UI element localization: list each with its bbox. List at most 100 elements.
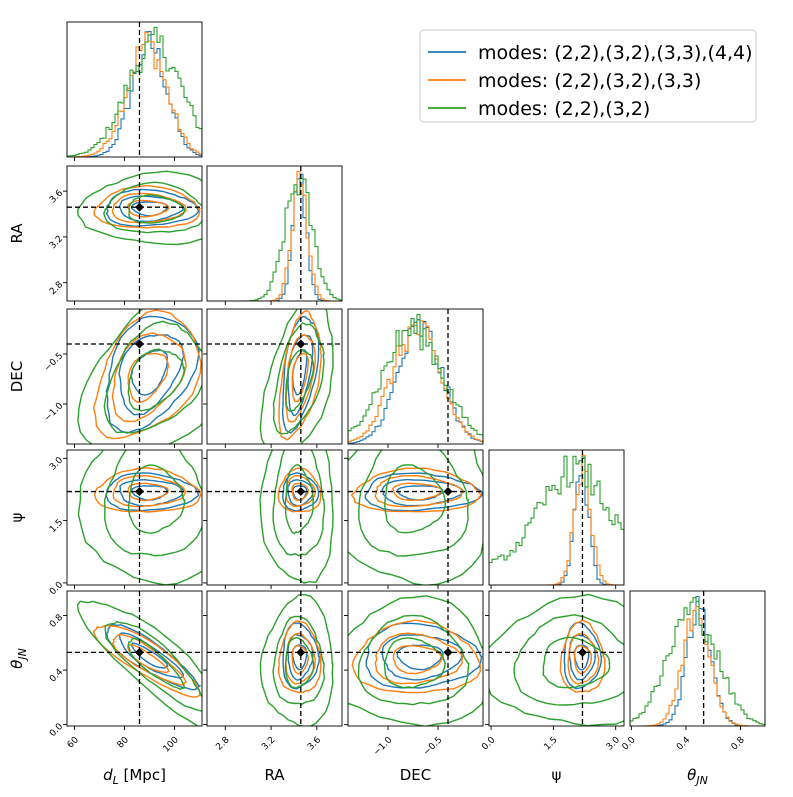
hist-series-0: [67, 31, 202, 157]
panel-frame: [206, 449, 343, 586]
panel-frame: [66, 21, 203, 158]
x-axis-label-RA: RA: [264, 766, 285, 784]
panel-content: [348, 309, 483, 444]
contour-series-2: [103, 181, 202, 234]
hist-series-2: [348, 313, 483, 444]
contour-series-0: [119, 478, 185, 507]
panel-frame: [629, 590, 766, 727]
y-tick-label: 0.0: [48, 722, 65, 739]
panel-content: [67, 22, 202, 157]
contour-series-2: [77, 450, 202, 585]
contour-series-1: [573, 644, 593, 675]
truth-marker: [296, 487, 306, 497]
panel-DEC-theta: −1.0 −0.5: [344, 590, 484, 758]
x-axis-label-dL: dL [Mpc]: [103, 766, 166, 787]
plot-panels: 2.83.23.6−1.0−0.50.01.53.060 80 1000.00.40…: [43, 21, 766, 758]
contour-series-1: [277, 620, 322, 694]
hist-series-1: [348, 320, 483, 444]
panel-DEC-psi: [344, 449, 484, 589]
y-tick-label: 0.4: [48, 667, 65, 684]
panel-content: [348, 591, 483, 726]
contour-series-2: [358, 450, 469, 557]
contour-series-1: [111, 192, 188, 224]
hist-series-1: [67, 31, 202, 157]
contour-series-1: [291, 482, 310, 501]
x-axis-label-theta: θJN: [687, 766, 708, 787]
contour-series-1: [291, 352, 310, 403]
y-tick-label: 3.0: [48, 455, 65, 472]
panel-content: [207, 309, 342, 444]
contour-series-1: [278, 309, 323, 441]
panel-frame: [347, 308, 484, 445]
panel-content: [67, 450, 202, 585]
panel-frame: [206, 165, 343, 302]
contour-series-1: [291, 645, 310, 675]
contour-series-2: [542, 636, 611, 689]
hist-series-0: [630, 595, 765, 726]
contour-series-2: [76, 600, 202, 726]
hist-series-1: [207, 170, 342, 301]
contour-series-1: [126, 643, 171, 674]
contour-series-0: [292, 644, 308, 671]
x-tick-label: −1.0: [372, 735, 395, 758]
contour-series-2: [284, 349, 315, 412]
contour-series-0: [286, 479, 314, 507]
panel-dL-theta: 60 80 100 0.0 0.4 0.8: [48, 590, 203, 755]
contour-series-2: [284, 464, 315, 535]
panel-content: [348, 450, 483, 585]
hist-panel-theta: 0.0 0.4 0.8: [621, 590, 766, 752]
truth-marker: [135, 487, 144, 497]
panel-content: [67, 309, 202, 444]
y-tick-label: 1.5: [48, 518, 65, 535]
x-tick-label: 0.0: [621, 735, 638, 752]
legend-entry: modes: (2,2),(3,2),(3,3),(4,4): [478, 42, 753, 64]
contour-series-1: [92, 624, 201, 698]
hist-series-2: [489, 455, 624, 585]
contour-series-1: [112, 475, 188, 508]
y-tick-label: 0.0: [48, 580, 65, 597]
truth-marker: [135, 339, 144, 349]
contour-series-1: [127, 199, 170, 218]
x-axis-label-DEC: DEC: [400, 766, 432, 784]
contour-series-0: [282, 472, 320, 512]
contour-series-2: [127, 464, 186, 534]
truth-marker: [443, 647, 453, 657]
contour-series-2: [357, 614, 470, 706]
contour-series-1: [567, 633, 600, 685]
contour-series-1: [374, 632, 464, 685]
contour-series-1: [127, 482, 170, 502]
panel-psi-theta: 0.0 1.5 3.0: [480, 590, 625, 752]
panel-RA-theta: 2.8 3.2 3.6: [203, 590, 343, 752]
contour-series-0: [130, 349, 169, 396]
panel-frame: [488, 449, 625, 586]
y-tick-label: 3.6: [48, 188, 65, 205]
contour-series-2: [128, 194, 186, 224]
panel-frame: [347, 449, 484, 586]
contour-series-2: [77, 170, 202, 246]
legend-entry: modes: (2,2),(3,2): [478, 98, 650, 120]
contour-series-2: [103, 320, 202, 434]
panel-frame: [66, 308, 203, 445]
y-axis-label-psi: ψ: [8, 512, 26, 522]
hist-series-0: [489, 457, 624, 585]
truth-marker: [296, 647, 306, 657]
legend-entry: modes: (2,2),(3,2),(3,3): [478, 70, 701, 92]
panel-dL-RA: 2.8 3.2 3.6: [48, 165, 203, 305]
contour-series-2: [259, 593, 334, 726]
truth-marker: [135, 202, 144, 212]
contour-series-1: [93, 467, 202, 513]
panel-dL-DEC: −1.0 −0.5: [43, 308, 203, 448]
panel-content: [207, 450, 342, 585]
contour-series-1: [92, 309, 202, 440]
contour-series-0: [563, 621, 603, 690]
x-tick-label: 0.8: [730, 735, 747, 752]
panel-content: [67, 591, 202, 726]
contour-series-0: [118, 632, 184, 679]
contour-series-2: [489, 593, 624, 726]
contour-series-0: [130, 485, 168, 501]
contour-series-0: [282, 622, 320, 690]
contour-series-2: [127, 637, 186, 691]
contour-series-2: [127, 348, 185, 412]
x-tick-label: 100: [162, 735, 181, 754]
